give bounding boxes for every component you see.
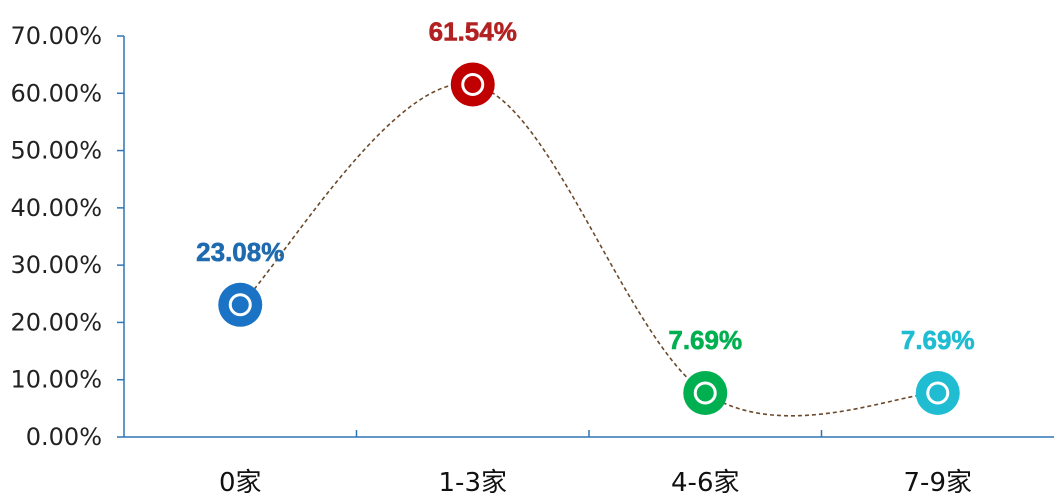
- data-label: 61.54%: [429, 16, 517, 46]
- y-tick-label: 60.00%: [10, 79, 102, 107]
- data-point: [915, 370, 960, 415]
- y-tick-label: 50.00%: [10, 137, 102, 165]
- y-tick-label: 10.00%: [10, 366, 102, 394]
- data-point-center: [701, 388, 710, 397]
- x-category-label: 4-6家: [671, 468, 739, 497]
- data-point-center: [933, 388, 942, 397]
- data-point-inner-ring: [461, 72, 485, 96]
- data-point: [683, 370, 728, 415]
- x-category-label: 7-9家: [904, 468, 972, 497]
- data-point-inner-ring: [228, 293, 252, 317]
- data-point: [218, 282, 263, 327]
- data-points: [218, 62, 960, 415]
- y-tick-label: 20.00%: [10, 308, 102, 336]
- y-tick-label: 70.00%: [10, 22, 102, 50]
- data-point: [450, 62, 495, 107]
- x-category-label: 0家: [219, 468, 262, 497]
- y-tick-label: 30.00%: [10, 251, 102, 279]
- y-tick-label: 40.00%: [10, 194, 102, 222]
- y-axis: 0.00% 10.00% 20.00% 30.00% 40.00% 50.00% 60.00…: [10, 22, 125, 451]
- data-label: 7.69%: [901, 325, 975, 355]
- data-point-center: [468, 80, 477, 89]
- data-labels: 23.08% 61.54% 7.69% 7.69%: [196, 16, 975, 355]
- x-axis: 0家 1-3家 4-6家 7-9家: [124, 430, 1054, 497]
- y-tick-label: 0.00%: [26, 423, 102, 451]
- data-point-center: [236, 300, 245, 309]
- data-label: 23.08%: [196, 237, 284, 267]
- data-point-inner-ring: [693, 381, 717, 405]
- x-category-label: 1-3家: [439, 468, 507, 497]
- series-line: [239, 83, 938, 417]
- data-point-inner-ring: [926, 381, 950, 405]
- data-label: 7.69%: [668, 325, 742, 355]
